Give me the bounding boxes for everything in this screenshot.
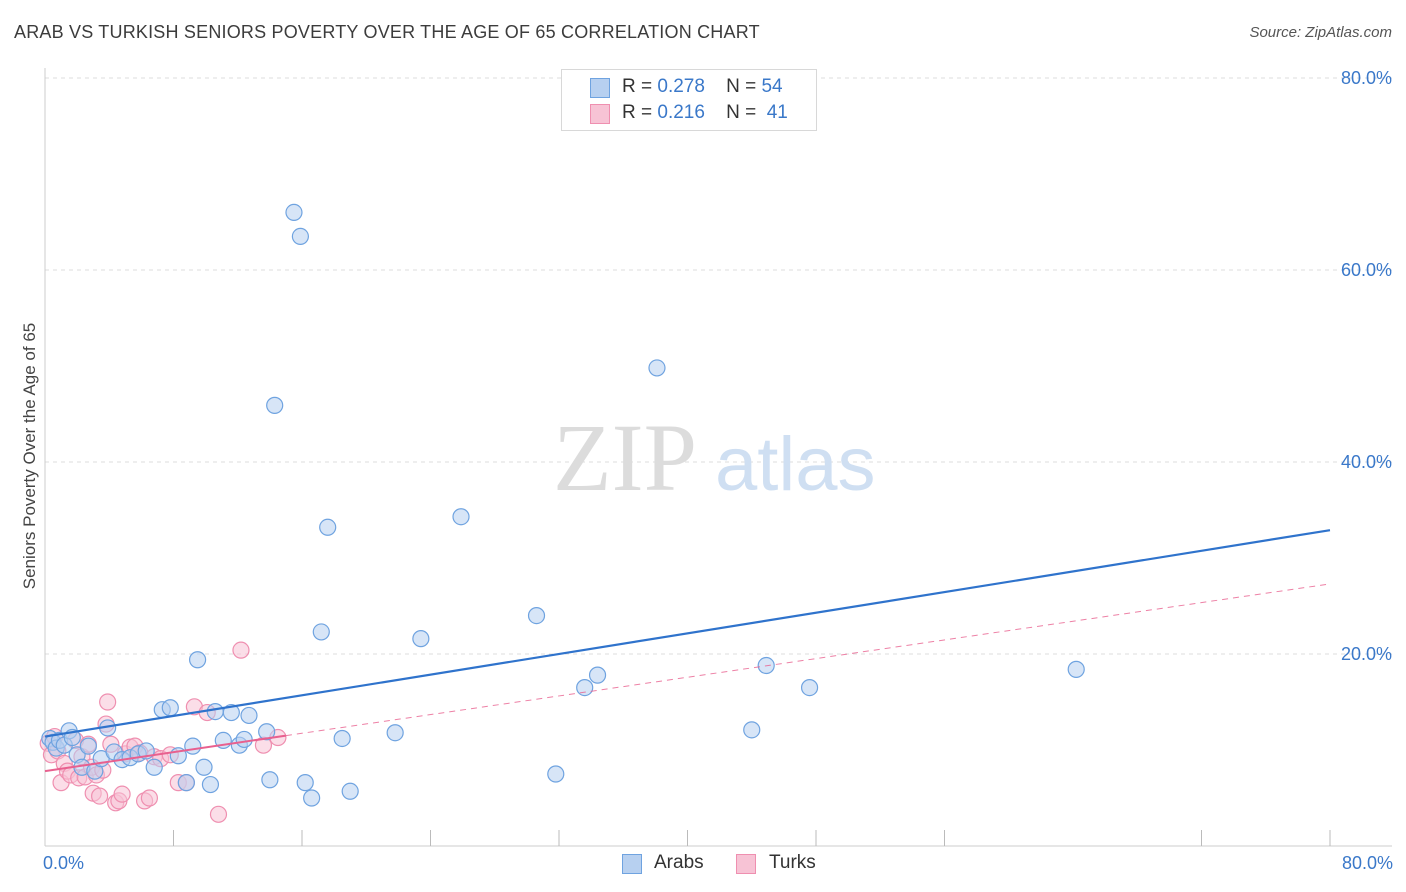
trend-lines — [44, 529, 1331, 773]
arabs-point — [800, 678, 819, 697]
watermark-atlas: atlas — [715, 422, 876, 507]
arabs-point — [206, 702, 224, 721]
legend-arabs-n-value: 54 — [761, 76, 783, 97]
arabs-point — [258, 723, 276, 741]
y-tick-label: 60.0% — [1341, 260, 1392, 280]
arabs-point — [386, 724, 404, 742]
arabs-point — [161, 699, 179, 717]
grid-lines — [45, 77, 1392, 655]
source-label: Source: ZipAtlas.com — [1249, 24, 1392, 41]
arabs-point — [177, 774, 195, 792]
x-tick-label: 80.0% — [1342, 853, 1393, 873]
legend-bottom-swatch-turks — [736, 854, 756, 874]
arabs-point — [266, 396, 284, 414]
legend-arabs-r-value: 0.278 — [657, 76, 705, 97]
arabs-point — [312, 623, 330, 641]
legend-turks-n-value: 41 — [766, 102, 788, 123]
arabs-point — [145, 758, 163, 776]
arabs-point — [588, 666, 607, 684]
y-tick-label: 40.0% — [1341, 452, 1392, 472]
legend-turks-r-label: R = — [622, 102, 653, 123]
arabs-point — [527, 606, 546, 625]
arabs-point — [1067, 660, 1085, 678]
arabs-point — [743, 721, 761, 739]
turks-point — [99, 693, 117, 711]
turks-point — [91, 787, 109, 805]
arabs-point — [184, 737, 202, 755]
arabs-point — [576, 678, 594, 697]
arabs-point — [240, 706, 258, 725]
arabs-point — [303, 789, 321, 807]
arabs-point — [296, 774, 314, 792]
arabs-point — [222, 703, 240, 722]
arabs-point — [412, 630, 430, 648]
arabs-point — [333, 729, 351, 748]
arabs-point — [285, 203, 303, 221]
arabs-trend-line — [44, 529, 1331, 738]
turks-point — [209, 805, 228, 823]
arabs-point — [201, 775, 220, 794]
legend-arabs-r-label: R = — [622, 76, 653, 97]
legend-stats: R = 0.278 N = 54 R = 0.216 N = 41 — [561, 69, 817, 131]
watermark: ZIP atlas — [553, 404, 876, 511]
tick-labels: 20.0% 40.0% 60.0% 80.0% 0.0% 80.0% — [43, 68, 1393, 873]
x-tick-label: 0.0% — [43, 853, 84, 873]
turks-point — [232, 641, 250, 659]
y-tick-label: 80.0% — [1341, 68, 1392, 88]
legend-bottom-label-turks: Turks — [769, 852, 816, 873]
arabs-point — [648, 359, 666, 377]
arabs-point — [188, 651, 207, 669]
legend-bottom-swatch-arabs — [622, 854, 642, 874]
turks-point — [113, 785, 131, 803]
arabs-point — [291, 227, 309, 245]
arabs-point — [547, 765, 565, 783]
y-tick-label: 20.0% — [1341, 644, 1392, 664]
arabs-point — [319, 518, 337, 536]
axes — [44, 68, 1392, 847]
arabs-point — [79, 737, 97, 755]
legend-arabs-n-label: N = — [726, 76, 757, 97]
chart-title: ARAB VS TURKISH SENIORS POVERTY OVER THE… — [14, 22, 760, 42]
arabs-point — [235, 730, 253, 749]
watermark-zip: ZIP — [553, 404, 697, 511]
arabs-point — [195, 758, 213, 776]
arabs-point — [341, 782, 359, 800]
legend-turks-r-value: 0.216 — [657, 102, 705, 123]
legend-swatch-turks — [590, 104, 610, 124]
turks-trend-extension — [285, 583, 1331, 737]
y-axis-label: Seniors Poverty Over the Age of 65 — [20, 322, 39, 590]
arabs-point — [261, 771, 279, 789]
legend-swatch-arabs — [590, 78, 610, 98]
legend-bottom-label-arabs: Arabs — [654, 852, 704, 873]
turks-trend-line — [44, 734, 287, 773]
arabs-points — [41, 203, 1085, 807]
turks-point — [140, 789, 159, 807]
legend-turks-n-label: N = — [726, 102, 757, 123]
arabs-point — [452, 508, 470, 526]
